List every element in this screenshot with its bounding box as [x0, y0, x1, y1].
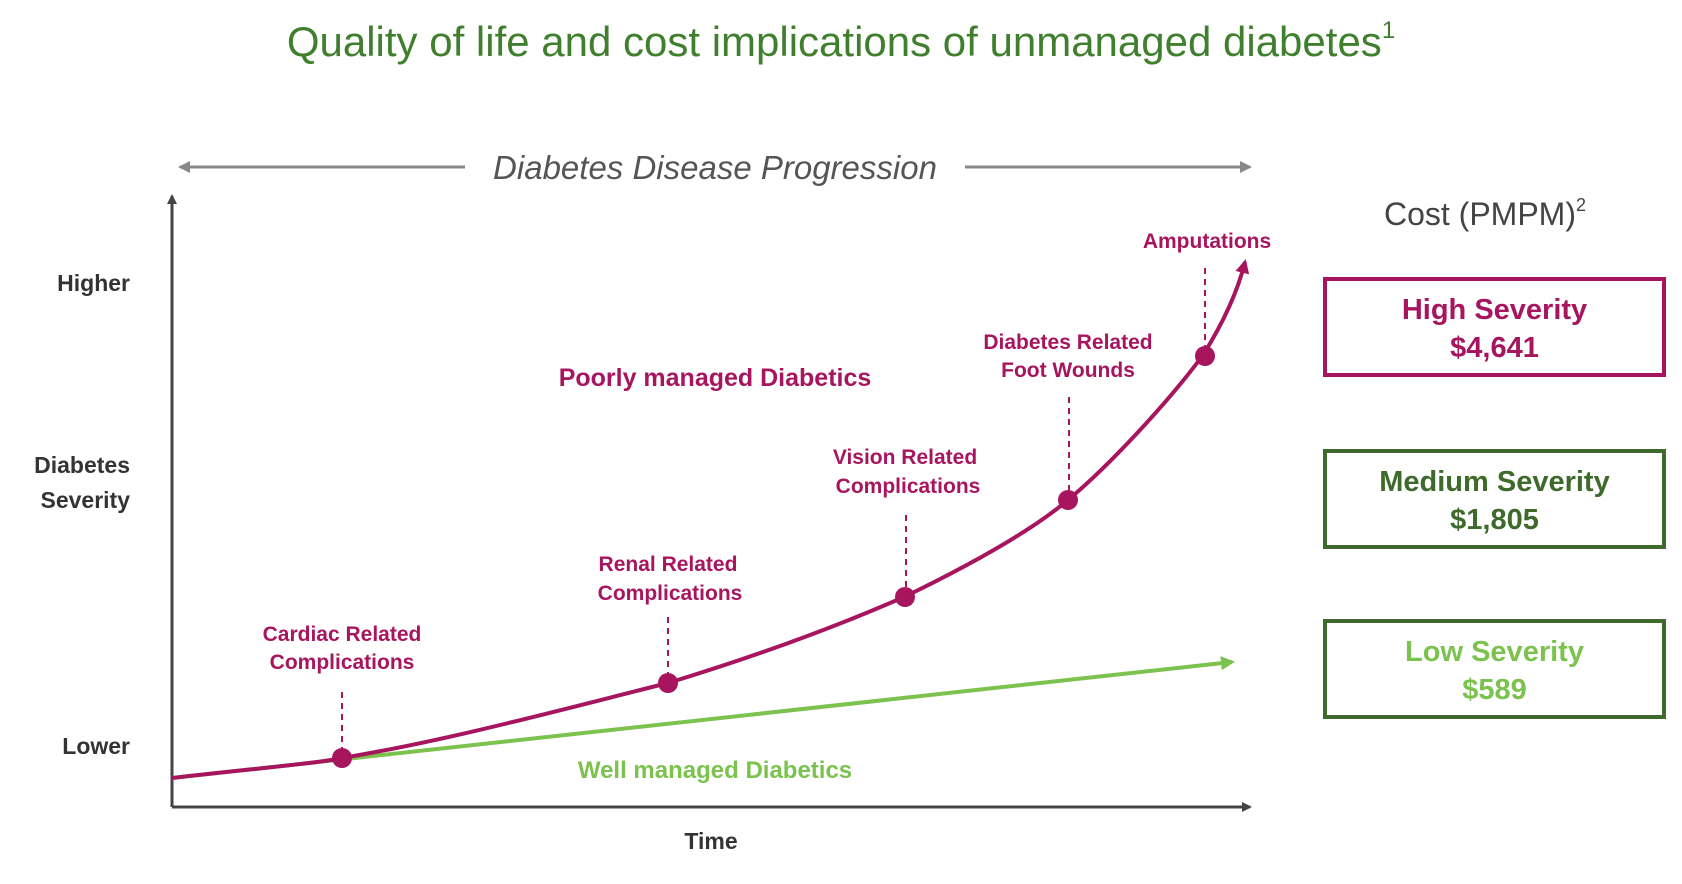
poorly-managed-label: Poorly managed Diabetics	[559, 364, 872, 392]
cost-low-value: $589	[1462, 674, 1527, 706]
renal-point	[658, 673, 678, 693]
cost-heading: Cost (PMPM)2	[1383, 195, 1586, 232]
cardiac-label-line1: Cardiac Related	[263, 623, 422, 646]
cost-low-label: Low Severity	[1405, 636, 1584, 668]
vision-label-line2: Complications	[836, 475, 981, 498]
y-axis-title: Diabetes Severity	[10, 448, 130, 518]
cost-box-high: High Severity $4,641	[1323, 277, 1666, 377]
x-axis-label: Time	[684, 828, 737, 854]
vision-label-line1: Vision Related	[833, 446, 977, 469]
progression-label: Diabetes Disease Progression	[493, 149, 937, 186]
cost-medium-value: $1,805	[1450, 504, 1539, 536]
page-title: Quality of life and cost implications of…	[286, 17, 1396, 65]
renal-label-line1: Renal Related	[599, 553, 738, 576]
vision-point	[895, 587, 915, 607]
well-managed-label: Well managed Diabetics	[578, 757, 852, 784]
amputation-label: Amputations	[1143, 230, 1271, 253]
amputation-point	[1195, 346, 1215, 366]
cost-medium-label: Medium Severity	[1379, 466, 1610, 498]
cost-high-value: $4,641	[1450, 332, 1539, 364]
renal-label-line2: Complications	[598, 582, 743, 605]
y-axis-lower: Lower	[62, 733, 130, 759]
y-axis-higher: Higher	[57, 270, 130, 296]
cost-box-medium: Medium Severity $1,805	[1323, 449, 1666, 549]
cardiac-label-line2: Complications	[270, 651, 415, 674]
cost-high-label: High Severity	[1401, 294, 1588, 326]
foot-point	[1058, 490, 1078, 510]
cardiac-point	[332, 748, 352, 768]
foot-label-line2: Foot Wounds	[1001, 359, 1135, 382]
y-axis-title-line2: Severity	[40, 487, 130, 513]
cost-box-low: Low Severity $589	[1323, 619, 1666, 719]
foot-label-line1: Diabetes Related	[983, 331, 1152, 354]
y-axis-title-line1: Diabetes	[34, 452, 130, 478]
